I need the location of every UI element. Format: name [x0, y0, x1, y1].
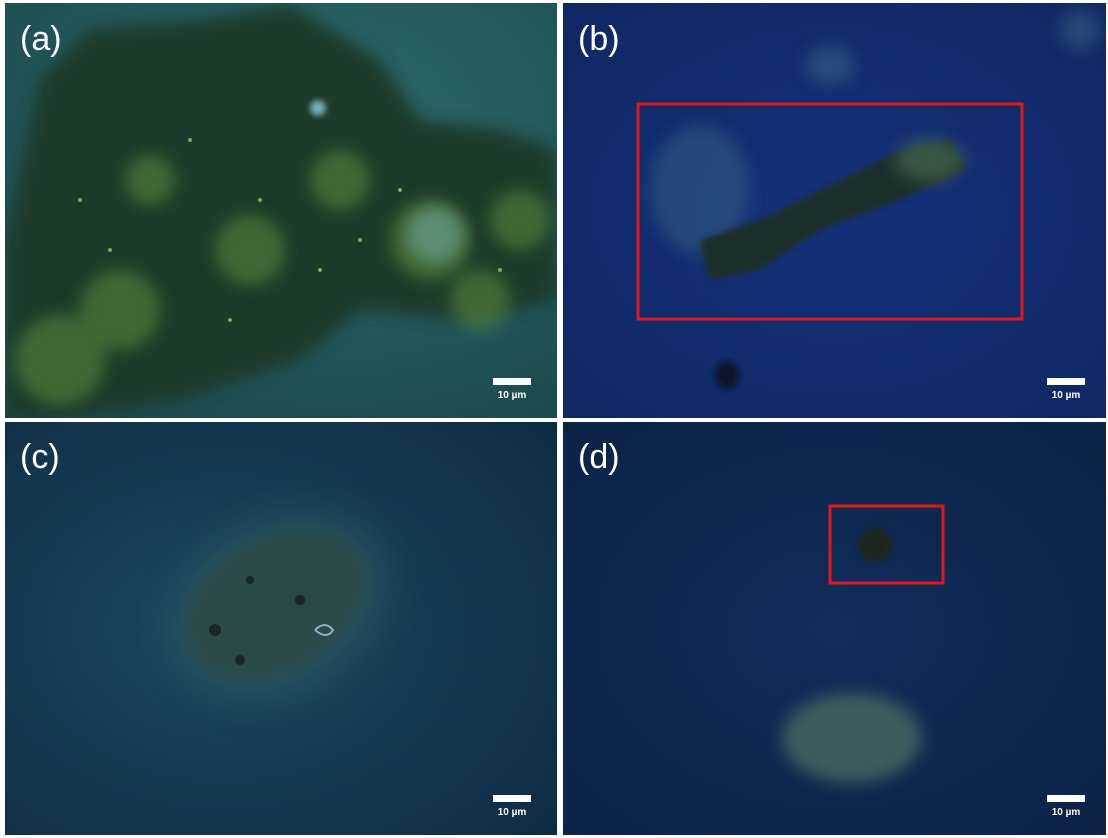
- scale-bar: [1047, 378, 1085, 385]
- panel-c: [5, 422, 557, 835]
- scale-bar-label: 10 µm: [1052, 807, 1081, 818]
- panel-label: (c): [20, 438, 60, 476]
- highlight-box: [828, 504, 945, 585]
- scale-bar-label: 10 µm: [1052, 390, 1081, 401]
- scale-bar: [493, 378, 531, 385]
- panel-d: [563, 422, 1106, 835]
- scale-bar: [1047, 795, 1085, 802]
- scale-bar: [493, 795, 531, 802]
- panel-label: (a): [20, 20, 62, 58]
- panel-b: [563, 3, 1106, 418]
- scale-bar-label: 10 µm: [498, 807, 527, 818]
- panel-label: (d): [578, 438, 620, 476]
- panel-label: (b): [578, 20, 620, 58]
- panel-a: [5, 3, 557, 418]
- highlight-box: [636, 102, 1024, 321]
- scale-bar-label: 10 µm: [498, 390, 527, 401]
